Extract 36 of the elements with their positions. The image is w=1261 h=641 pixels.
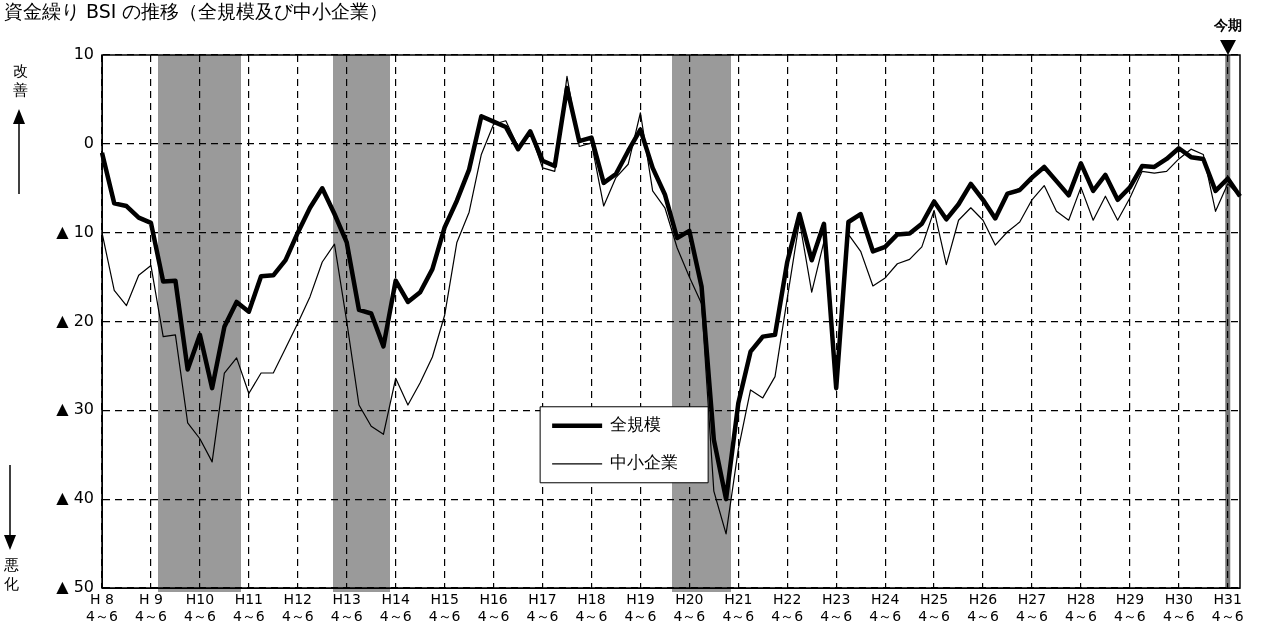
text: 改善 bbox=[11, 62, 29, 100]
x-tick-label: H19 4～6 bbox=[624, 591, 657, 624]
x-tick-label: H13 4～6 bbox=[330, 591, 363, 624]
text: 悪化 bbox=[2, 556, 20, 594]
y-tick-label: 10 bbox=[73, 44, 94, 64]
x-tick-label: H24 4～6 bbox=[869, 591, 902, 624]
x-tick-label: H 8 4～6 bbox=[86, 591, 118, 624]
x-tick-label: H18 4～6 bbox=[575, 591, 608, 624]
x-tick-label: H14 4～6 bbox=[379, 591, 412, 624]
chart-title: 資金繰り BSI の推移（全規模及び中小企業） bbox=[4, 0, 389, 23]
x-tick-label: H11 4～6 bbox=[232, 591, 265, 624]
x-tick-label: H27 4～6 bbox=[1016, 591, 1048, 624]
y-tick-label: ▲ 40 bbox=[56, 488, 94, 508]
x-tick-label: H15 4～6 bbox=[428, 591, 461, 624]
x-tick-label: H28 4～6 bbox=[1065, 591, 1097, 624]
x-tick-label: H31 4～6 bbox=[1211, 591, 1244, 624]
x-tick-label: H17 4～6 bbox=[526, 591, 559, 624]
legend-label: 中小企業 bbox=[610, 452, 679, 473]
x-tick-label: H29 4～6 bbox=[1113, 591, 1146, 624]
x-tick-label: H30 4～6 bbox=[1162, 591, 1195, 624]
x-tick-label: H12 4～6 bbox=[281, 591, 314, 624]
x-tick-label: H16 4～6 bbox=[477, 591, 510, 624]
x-tick-label: H25 4～6 bbox=[918, 591, 951, 624]
x-tick-label: H26 4～6 bbox=[967, 591, 1000, 624]
x-tick-label: H20 4～6 bbox=[673, 591, 706, 624]
x-tick-label: H10 4～6 bbox=[183, 591, 216, 624]
y-tick-label: 0 bbox=[83, 132, 94, 152]
x-tick-label: H23 4～6 bbox=[820, 591, 853, 624]
x-tick-label: H22 4～6 bbox=[771, 591, 804, 624]
y-tick-label: ▲ 10 bbox=[56, 221, 94, 241]
legend-label: 全規模 bbox=[610, 414, 662, 435]
x-tick-label: H21 4～6 bbox=[722, 591, 755, 624]
ref-line-label: 今期 bbox=[1212, 16, 1242, 33]
x-tick-label: H 9 4～6 bbox=[135, 591, 167, 624]
y-tick-label: ▲ 20 bbox=[56, 310, 94, 330]
y-tick-label: ▲ 30 bbox=[56, 399, 94, 419]
